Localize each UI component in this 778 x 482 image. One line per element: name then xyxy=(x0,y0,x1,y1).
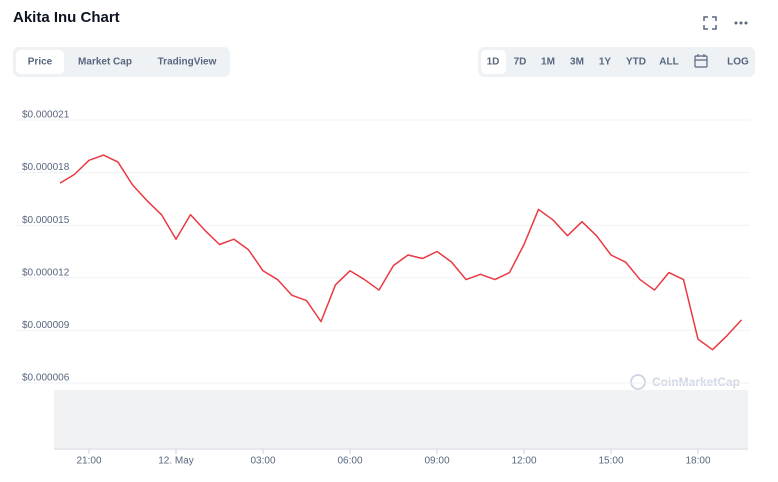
volume-area xyxy=(54,390,748,448)
y-tick-label: $0.000018 xyxy=(22,162,70,173)
range-button[interactable]: YTD xyxy=(626,57,646,68)
y-tick-label: $0.000012 xyxy=(22,267,70,278)
range-button[interactable]: 1Y xyxy=(599,57,612,68)
range-selected xyxy=(481,50,506,74)
x-tick-label: 12. May xyxy=(158,456,194,467)
tab[interactable]: TradingView xyxy=(158,57,217,68)
y-tick-label: $0.000015 xyxy=(22,215,70,226)
log-button[interactable]: LOG xyxy=(727,57,749,68)
watermark: CoinMarketCap xyxy=(652,375,740,389)
tab-bar xyxy=(13,47,230,77)
y-tick-label: $0.000009 xyxy=(22,320,70,331)
x-tick-label: 09:00 xyxy=(424,456,449,467)
range-bar xyxy=(478,47,755,77)
range-button[interactable]: 3M xyxy=(570,57,584,68)
x-tick-label: 18:00 xyxy=(685,456,710,467)
more-icon[interactable] xyxy=(734,21,748,25)
fullscreen-icon[interactable] xyxy=(703,16,717,30)
range-button[interactable]: 1M xyxy=(541,57,555,68)
x-tick-label: 12:00 xyxy=(511,456,536,467)
x-tick-label: 06:00 xyxy=(337,456,362,467)
x-tick-label: 21:00 xyxy=(76,456,101,467)
tab-selected xyxy=(16,50,64,74)
y-tick-label: $0.000021 xyxy=(22,110,70,121)
y-tick-label: $0.000006 xyxy=(22,373,70,384)
range-button[interactable]: 7D xyxy=(514,57,527,68)
range-button[interactable]: ALL xyxy=(659,57,678,68)
calendar-icon[interactable] xyxy=(694,54,708,68)
x-tick-label: 15:00 xyxy=(598,456,623,467)
chart-title: Akita Inu Chart xyxy=(13,9,120,26)
tab[interactable]: Price xyxy=(28,57,53,68)
range-button[interactable]: 1D xyxy=(487,57,500,68)
price-line xyxy=(59,154,743,351)
tab[interactable]: Market Cap xyxy=(78,57,132,68)
x-tick-label: 03:00 xyxy=(250,456,275,467)
watermark-logo xyxy=(630,374,646,390)
